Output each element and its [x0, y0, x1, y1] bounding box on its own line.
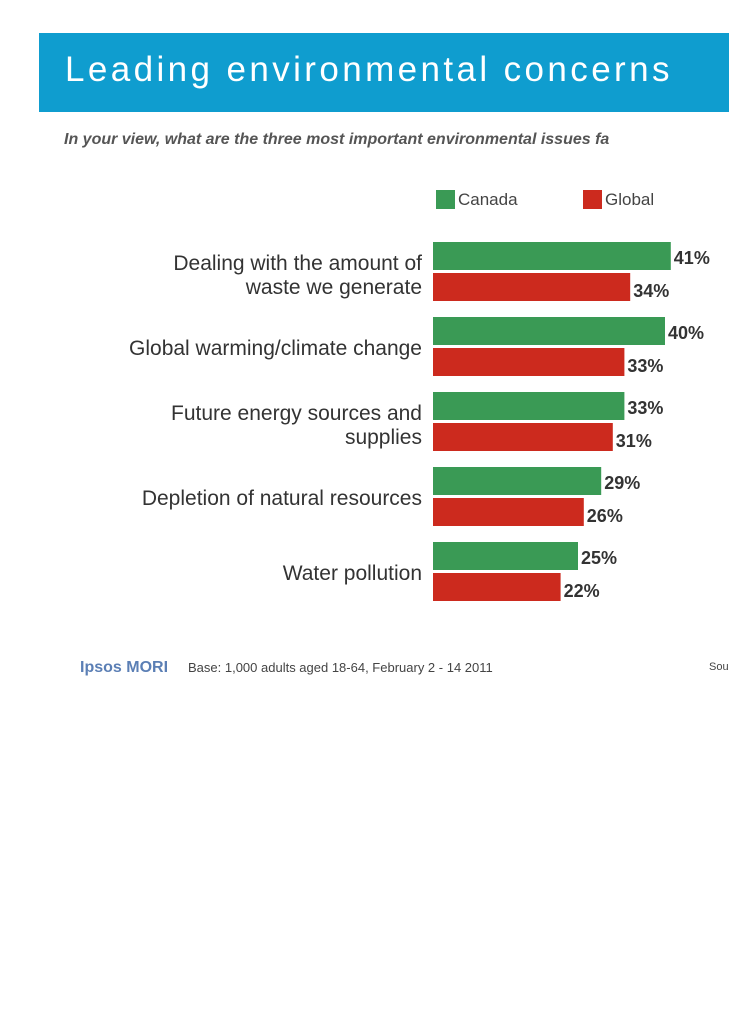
legend-label-global: Global [605, 190, 655, 209]
bar-canada-depletion-of-natural-resources [433, 467, 602, 495]
bar-global-global-warming-climate-change [433, 348, 625, 376]
data-label-canada-depletion-of-natural-resources: 29% [604, 473, 640, 493]
data-label-global-dealing-with-the-amount-of-waste-we-generate: 34% [633, 281, 669, 301]
category-label-dealing-with-the-amount-of-waste-we-generate: Dealing with the amount of waste we gener… [173, 252, 422, 299]
base-note: Base: 1,000 adults aged 18-64, February … [188, 660, 493, 675]
bar-canada-water-pollution [433, 542, 578, 570]
data-label-canada-water-pollution: 25% [581, 548, 617, 568]
page-title: Leading environmental concerns [65, 50, 673, 89]
category-label-global-warming-climate-change: Global warming/climate change [129, 337, 422, 360]
data-label-global-future-energy-sources-and-supplies: 31% [616, 431, 652, 451]
data-label-canada-future-energy-sources-and-supplies: 33% [627, 398, 663, 418]
bar-global-depletion-of-natural-resources [433, 498, 584, 526]
header-bar: Leading environmental concerns [39, 33, 729, 112]
bar-canada-dealing-with-the-amount-of-waste-we-generate [433, 242, 671, 270]
category-label-future-energy-sources-and-supplies: Future energy sources and supplies [171, 402, 422, 449]
bar-global-water-pollution [433, 573, 561, 601]
category-label-water-pollution: Water pollution [283, 562, 422, 585]
bar-canada-future-energy-sources-and-supplies [433, 392, 625, 420]
data-label-global-depletion-of-natural-resources: 26% [587, 506, 623, 526]
legend-swatch-global [583, 190, 602, 209]
bar-global-dealing-with-the-amount-of-waste-we-generate [433, 273, 631, 301]
ipsos-mori-logo: Ipsos MORI [80, 659, 169, 676]
data-label-global-global-warming-climate-change: 33% [627, 356, 663, 376]
data-label-canada-dealing-with-the-amount-of-waste-we-generate: 41% [674, 248, 710, 268]
bar-global-future-energy-sources-and-supplies [433, 423, 613, 451]
chart-question: In your view, what are the three most im… [64, 131, 610, 148]
category-label-depletion-of-natural-resources: Depletion of natural resources [142, 487, 422, 510]
source-note: Sou [709, 661, 729, 673]
data-label-canada-global-warming-climate-change: 40% [668, 323, 704, 343]
legend-swatch-canada [436, 190, 455, 209]
data-label-global-water-pollution: 22% [564, 581, 600, 601]
legend-label-canada: Canada [458, 190, 518, 209]
bar-canada-global-warming-climate-change [433, 317, 665, 345]
